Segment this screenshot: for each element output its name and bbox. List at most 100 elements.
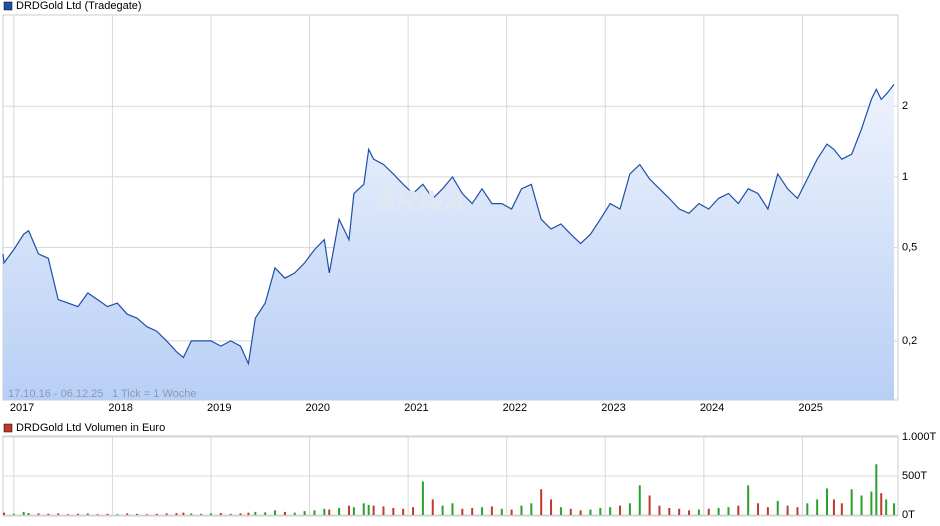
volume-bar (658, 505, 661, 515)
volume-bar (412, 507, 415, 515)
volume-bar (860, 495, 863, 515)
volume-bar (421, 481, 424, 515)
y-tick-label: 500T (902, 470, 927, 482)
x-tick-label: 2024 (700, 402, 724, 414)
x-tick-label: 2017 (10, 402, 34, 414)
volume-bar (757, 503, 760, 515)
x-tick-label: 2021 (404, 402, 428, 414)
volume-bar (707, 508, 710, 515)
volume-bar (550, 499, 553, 515)
x-tick-label: 2023 (601, 402, 625, 414)
volume-bar (638, 485, 641, 515)
volume-bar (776, 500, 779, 515)
volume-bar (126, 513, 129, 515)
volume-bar (313, 510, 316, 515)
volume-bar (303, 511, 306, 515)
volume-bar (840, 503, 843, 515)
volume-bar (323, 508, 326, 515)
volume-bar (219, 513, 222, 515)
volume-bar (796, 507, 799, 515)
volume-bar (766, 507, 769, 515)
volume-bar (47, 513, 50, 515)
volume-bar (190, 513, 193, 515)
y-tick-label: 1 (902, 171, 908, 183)
volume-bar (247, 512, 250, 515)
volume-bar (338, 507, 341, 515)
volume-bar (209, 513, 212, 515)
volume-bar (283, 511, 286, 515)
volume-bar (717, 507, 720, 515)
volume-bar (747, 485, 750, 515)
volume-bar (893, 503, 896, 515)
volume-bar (67, 514, 70, 515)
period-label: 17.10.16 - 06.12.25 (8, 388, 103, 400)
volume-bar (850, 489, 853, 515)
volume-bar (668, 507, 671, 515)
volume-bar (461, 508, 464, 515)
volume-bar (264, 512, 267, 515)
legend-label: DRDGold Ltd Volumen in Euro (16, 422, 165, 434)
volume-bar (628, 503, 631, 515)
volume-bar (200, 513, 203, 515)
volume-bar (328, 509, 331, 515)
volume-bar (116, 514, 119, 515)
watermark: ARIVA (373, 185, 465, 218)
volume-bar (530, 503, 533, 515)
volume-bar (806, 503, 809, 515)
volume-bar (500, 508, 503, 515)
volume-bar (816, 499, 819, 515)
volume-bar (3, 512, 5, 515)
volume-bar (540, 489, 543, 515)
volume-bar (520, 505, 523, 515)
volume-bar (392, 507, 395, 515)
price-area (3, 84, 895, 401)
volume-bar (367, 504, 370, 515)
volume-bar (727, 507, 730, 515)
volume-bar (22, 511, 25, 515)
volume-bar (569, 508, 572, 515)
volume-bar (372, 505, 375, 515)
volume-bar (362, 503, 365, 515)
volume-bar (510, 509, 513, 515)
x-tick-label: 2019 (207, 402, 231, 414)
volume-bar (870, 491, 873, 515)
y-tick-label: 1.000T (902, 431, 937, 443)
y-tick-label: 0T (902, 509, 915, 521)
volume-bar (619, 505, 622, 515)
volume-bar (37, 513, 40, 515)
volume-bar (86, 513, 89, 515)
volume-bar (382, 506, 385, 515)
volume-bar (229, 513, 232, 515)
tick-label: 1 Tick = 1 Woche (112, 388, 196, 400)
volume-bar (875, 464, 878, 515)
volume-bar (826, 488, 829, 515)
volume-bar (352, 507, 355, 515)
volume-bar (880, 493, 883, 515)
volume-bar (599, 507, 602, 515)
x-tick-label: 2025 (798, 402, 822, 414)
volume-bar (589, 509, 592, 515)
volume-bar (609, 507, 612, 515)
volume-bar (182, 512, 185, 515)
legend-swatch (3, 1, 13, 11)
y-tick-label: 0,5 (902, 241, 917, 253)
y-tick-label: 2 (902, 100, 908, 112)
volume-bar (737, 505, 740, 515)
volume-bar (451, 503, 454, 515)
volume-bar (76, 513, 79, 515)
volume-bar (57, 513, 60, 515)
volume-bar (678, 508, 681, 515)
volume-bar (648, 495, 651, 515)
x-tick-label: 2022 (503, 402, 527, 414)
legend-swatch (3, 423, 13, 433)
volume-bar (165, 513, 168, 515)
x-tick-label: 2020 (306, 402, 330, 414)
volume-bar (96, 514, 99, 515)
price-line (2, 84, 895, 366)
volume-bar (402, 508, 405, 515)
volume-bar (885, 499, 888, 515)
volume-bar (431, 499, 434, 515)
legend-label: DRDGold Ltd (Tradegate) (16, 0, 142, 12)
volume-bar (441, 505, 444, 515)
volume-bar (175, 513, 178, 515)
